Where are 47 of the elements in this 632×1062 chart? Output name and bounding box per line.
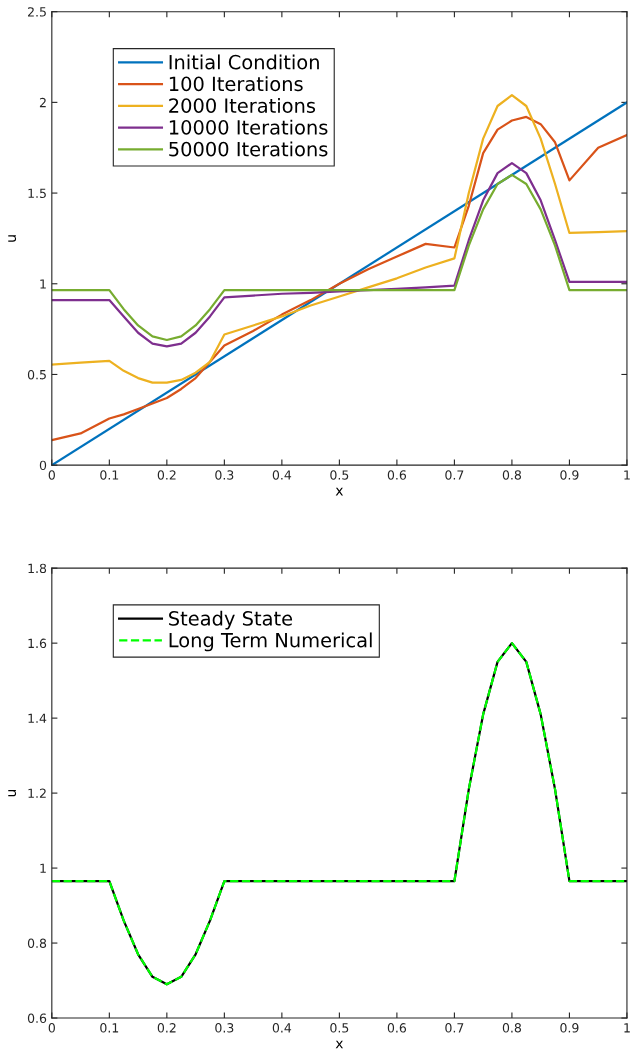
x-axis-title: x	[335, 1040, 344, 1049]
y-tick-label: 0.5	[27, 369, 46, 380]
y-tick-label: 0	[39, 460, 47, 471]
x-tick-label: 0.6	[387, 1023, 407, 1033]
y-tick-label: 1	[40, 279, 46, 289]
x-tick-label: 0.5	[330, 1023, 349, 1033]
line-series	[51, 94, 627, 384]
x-tick-label: 1	[624, 1023, 630, 1033]
y-tick-label: 1.5	[28, 188, 46, 198]
x-tick-label: 0.1	[100, 470, 119, 480]
x-tick-label: 0.4	[272, 1023, 292, 1033]
y-tick-label: 2	[39, 97, 46, 108]
x-axis-title: x	[335, 487, 344, 496]
x-tick-label: 0.5	[330, 470, 349, 480]
x-tick-label: 1	[624, 470, 630, 480]
y-tick-label: 1	[40, 863, 46, 873]
y-axis-title: u	[8, 235, 17, 242]
x-tick-label: 0.8	[502, 470, 521, 480]
x-tick-label: 0.7	[445, 470, 464, 480]
x-tick-label: 0.8	[502, 1023, 521, 1033]
y-tick-label: 1.4	[28, 713, 47, 723]
legend-label: Long Term Numerical	[169, 632, 372, 652]
x-tick-label: 0	[48, 1023, 55, 1033]
legend-label: 10000 Iterations	[169, 119, 328, 135]
y-tick-label: 2.5	[28, 7, 46, 17]
y-tick-label: 0.8	[27, 938, 47, 948]
legend-label: Steady State	[169, 610, 293, 630]
legend-label: 50000 Iterations	[169, 141, 328, 157]
x-tick-label: 0.7	[445, 1023, 464, 1033]
x-tick-label: 0.1	[100, 1023, 119, 1033]
x-tick-label: 0.6	[387, 470, 407, 480]
x-tick-label: 0.9	[560, 1023, 579, 1033]
y-tick-label: 0.6	[27, 1013, 47, 1023]
legend-label: 2000 Iterations	[169, 97, 316, 113]
y-tick-label: 1.6	[28, 638, 47, 649]
y-tick-label: 1.8	[28, 563, 47, 574]
x-tick-label: 0.3	[215, 1023, 234, 1033]
x-tick-label: 0.3	[215, 470, 234, 480]
x-tick-label: 0.2	[157, 470, 176, 480]
y-axis-title: u	[8, 789, 17, 797]
x-tick-label: 0.4	[272, 470, 292, 480]
x-tick-label: 0.9	[560, 470, 579, 480]
legend-label: Initial Condition	[169, 54, 319, 70]
x-tick-label: 0.2	[157, 1023, 176, 1033]
legend-label: 100 Iterations	[169, 76, 303, 92]
x-tick-label: 0	[48, 470, 55, 480]
y-tick-label: 1.2	[28, 788, 46, 798]
